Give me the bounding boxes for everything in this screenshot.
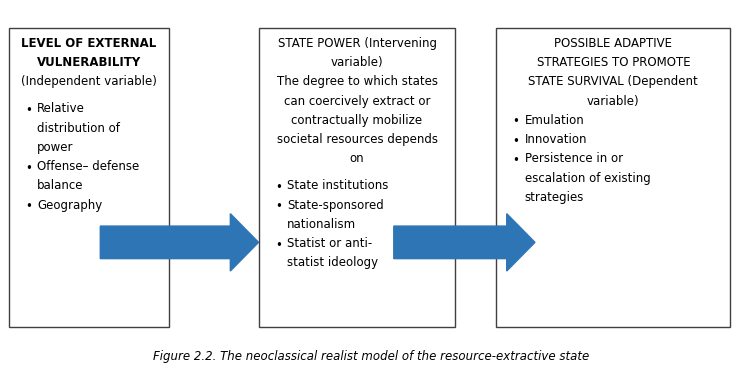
Text: power: power: [37, 141, 74, 154]
Text: •: •: [275, 181, 282, 194]
Text: escalation of existing: escalation of existing: [525, 172, 650, 185]
Text: balance: balance: [37, 179, 84, 192]
Text: Emulation: Emulation: [525, 114, 584, 127]
Text: •: •: [25, 200, 32, 213]
Text: •: •: [513, 115, 519, 128]
Text: •: •: [25, 104, 32, 117]
FancyBboxPatch shape: [259, 28, 455, 327]
Text: Innovation: Innovation: [525, 133, 587, 146]
Text: •: •: [275, 239, 282, 252]
Text: State institutions: State institutions: [287, 179, 388, 192]
Text: Relative: Relative: [37, 102, 85, 115]
Text: •: •: [513, 154, 519, 167]
Text: Statist or anti-: Statist or anti-: [287, 237, 372, 250]
Text: distribution of: distribution of: [37, 122, 120, 135]
Text: variable): variable): [331, 56, 383, 69]
Text: can coercively extract or: can coercively extract or: [284, 95, 430, 108]
FancyBboxPatch shape: [9, 28, 169, 327]
Text: Geography: Geography: [37, 199, 103, 212]
Text: Figure 2.2. The neoclassical realist model of the resource-extractive state: Figure 2.2. The neoclassical realist mod…: [153, 350, 590, 363]
Text: strategies: strategies: [525, 191, 584, 204]
FancyArrow shape: [394, 214, 535, 271]
Text: nationalism: nationalism: [287, 218, 356, 231]
Text: •: •: [25, 162, 32, 175]
FancyBboxPatch shape: [496, 28, 730, 327]
Text: Persistence in or: Persistence in or: [525, 152, 623, 165]
Text: (Independent variable): (Independent variable): [21, 75, 157, 88]
Text: •: •: [275, 200, 282, 213]
Text: VULNERABILITY: VULNERABILITY: [36, 56, 141, 69]
Text: STATE SURVIVAL (Dependent: STATE SURVIVAL (Dependent: [528, 75, 698, 88]
FancyArrow shape: [100, 214, 259, 271]
Text: variable): variable): [587, 95, 640, 108]
Text: POSSIBLE ADAPTIVE: POSSIBLE ADAPTIVE: [554, 37, 672, 50]
Text: statist ideology: statist ideology: [287, 256, 378, 269]
Text: contractually mobilize: contractually mobilize: [291, 114, 423, 127]
Text: STRATEGIES TO PROMOTE: STRATEGIES TO PROMOTE: [536, 56, 690, 69]
Text: Offense– defense: Offense– defense: [37, 160, 140, 173]
Text: STATE POWER (Intervening: STATE POWER (Intervening: [278, 37, 436, 50]
Text: The degree to which states: The degree to which states: [276, 75, 438, 88]
Text: on: on: [350, 152, 364, 165]
Text: State-sponsored: State-sponsored: [287, 199, 383, 212]
Text: societal resources depends: societal resources depends: [276, 133, 438, 146]
Text: LEVEL OF EXTERNAL: LEVEL OF EXTERNAL: [21, 37, 157, 50]
Text: •: •: [513, 135, 519, 148]
